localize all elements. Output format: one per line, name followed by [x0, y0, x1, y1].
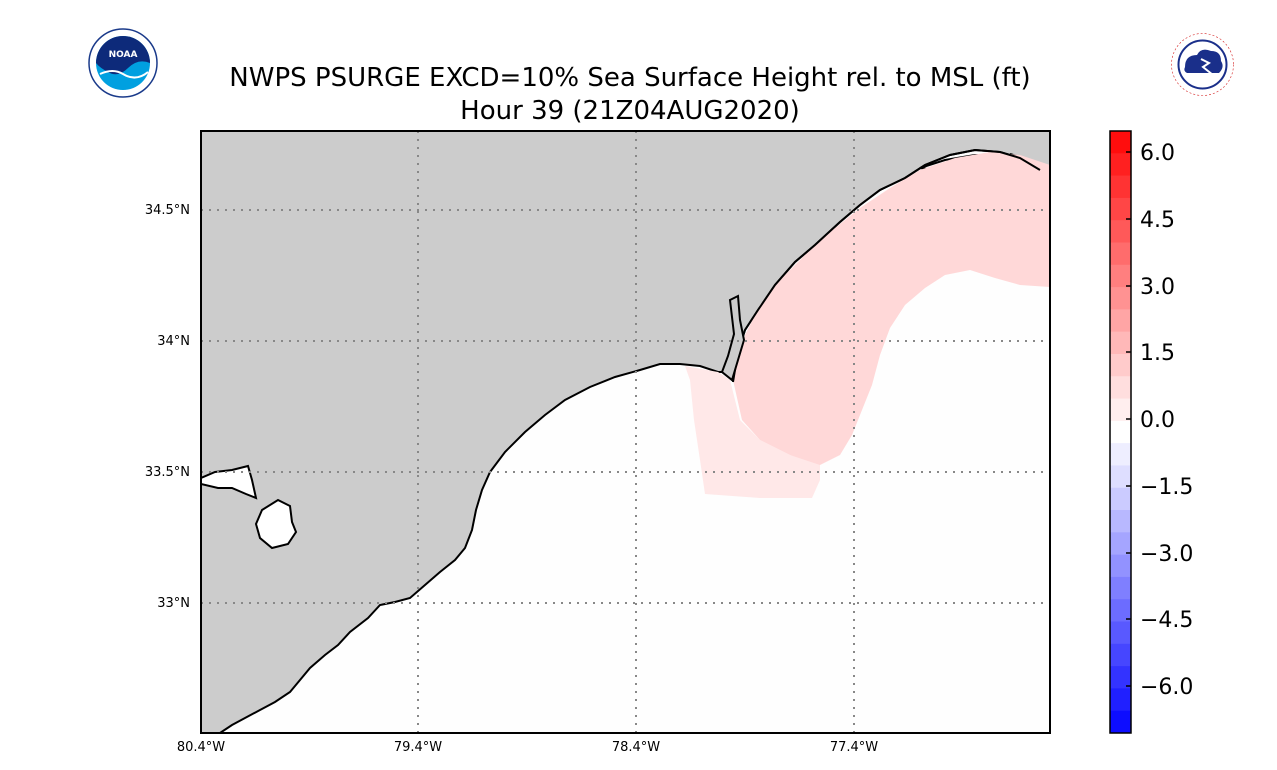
colorbar-segment: [1110, 197, 1131, 221]
grid: [201, 131, 1050, 733]
colorbar-segment: [1110, 353, 1131, 377]
colorbar-label: −1.5: [1140, 475, 1193, 500]
bay: [201, 464, 258, 500]
coastline: [732, 148, 1041, 383]
colorbar-label: 3.0: [1140, 275, 1175, 300]
colorbar-label: 6.0: [1140, 141, 1175, 166]
colorbar-label: 0.0: [1140, 408, 1175, 433]
island: [254, 498, 298, 550]
lat-label: 33°N: [157, 596, 190, 611]
lon-label: 80.4°W: [177, 740, 225, 755]
inlet-barrier: [720, 294, 746, 382]
colorbar-frame: [1109, 130, 1132, 734]
colorbar-segment: [1110, 331, 1131, 355]
lat-label: 34.5°N: [145, 203, 190, 218]
colorbar-segment: [1110, 643, 1131, 667]
lon-label: 78.4°W: [612, 740, 660, 755]
colorbar-ticks: [1126, 151, 1131, 687]
lat-label: 34°N: [157, 334, 190, 349]
noaa-logo-text: NOAA: [109, 50, 138, 60]
colorbar: [1110, 131, 1131, 734]
noaa-logo-icon: NOAA: [88, 28, 158, 98]
colorbar-segment: [1110, 666, 1131, 689]
lat-label: 33.5°N: [145, 465, 190, 480]
colorbar-label: −4.5: [1140, 608, 1193, 633]
colorbar-segment: [1110, 510, 1131, 533]
lon-label: 77.4°W: [830, 740, 878, 755]
colorbar-segment: [1110, 376, 1131, 400]
colorbar-segment: [1110, 465, 1131, 489]
chart-title: NWPS PSURGE EXCD=10% Sea Surface Height …: [229, 63, 1031, 93]
colorbar-segment: [1110, 621, 1131, 645]
colorbar-label: 1.5: [1140, 341, 1175, 366]
colorbar-label: −3.0: [1140, 542, 1193, 567]
colorbar-segment: [1110, 599, 1131, 623]
surge-area-medium: [733, 152, 1050, 465]
colorbar-segment: [1110, 443, 1131, 466]
colorbar-segment: [1110, 242, 1131, 266]
colorbar-segment: [1110, 420, 1131, 444]
surge-area-light: [685, 366, 820, 498]
colorbar-segment: [1110, 220, 1131, 243]
colorbar-segment: [1110, 576, 1131, 600]
colorbar-segment: [1110, 688, 1131, 712]
colorbar-segment: [1110, 532, 1131, 556]
lon-label: 79.4°W: [394, 740, 442, 755]
colorbar-segment: [1110, 264, 1131, 288]
colorbar-segment: [1110, 175, 1131, 199]
colorbar-segment: [1110, 153, 1131, 177]
colorbar-segment: [1110, 398, 1131, 422]
colorbar-segment: [1110, 287, 1131, 310]
colorbar-segment: [1110, 487, 1131, 511]
colorbar-segment: [1110, 309, 1131, 333]
colorbar-label: 4.5: [1140, 208, 1175, 233]
nws-logo-icon: [1166, 28, 1239, 101]
colorbar-segment: [1110, 131, 1131, 154]
colorbar-segment: [1110, 554, 1131, 578]
colorbar-segment: [1110, 710, 1131, 734]
colorbar-label: −6.0: [1140, 675, 1193, 700]
map-frame: [200, 130, 1051, 734]
chart-subtitle: Hour 39 (21Z04AUG2020): [460, 96, 800, 126]
